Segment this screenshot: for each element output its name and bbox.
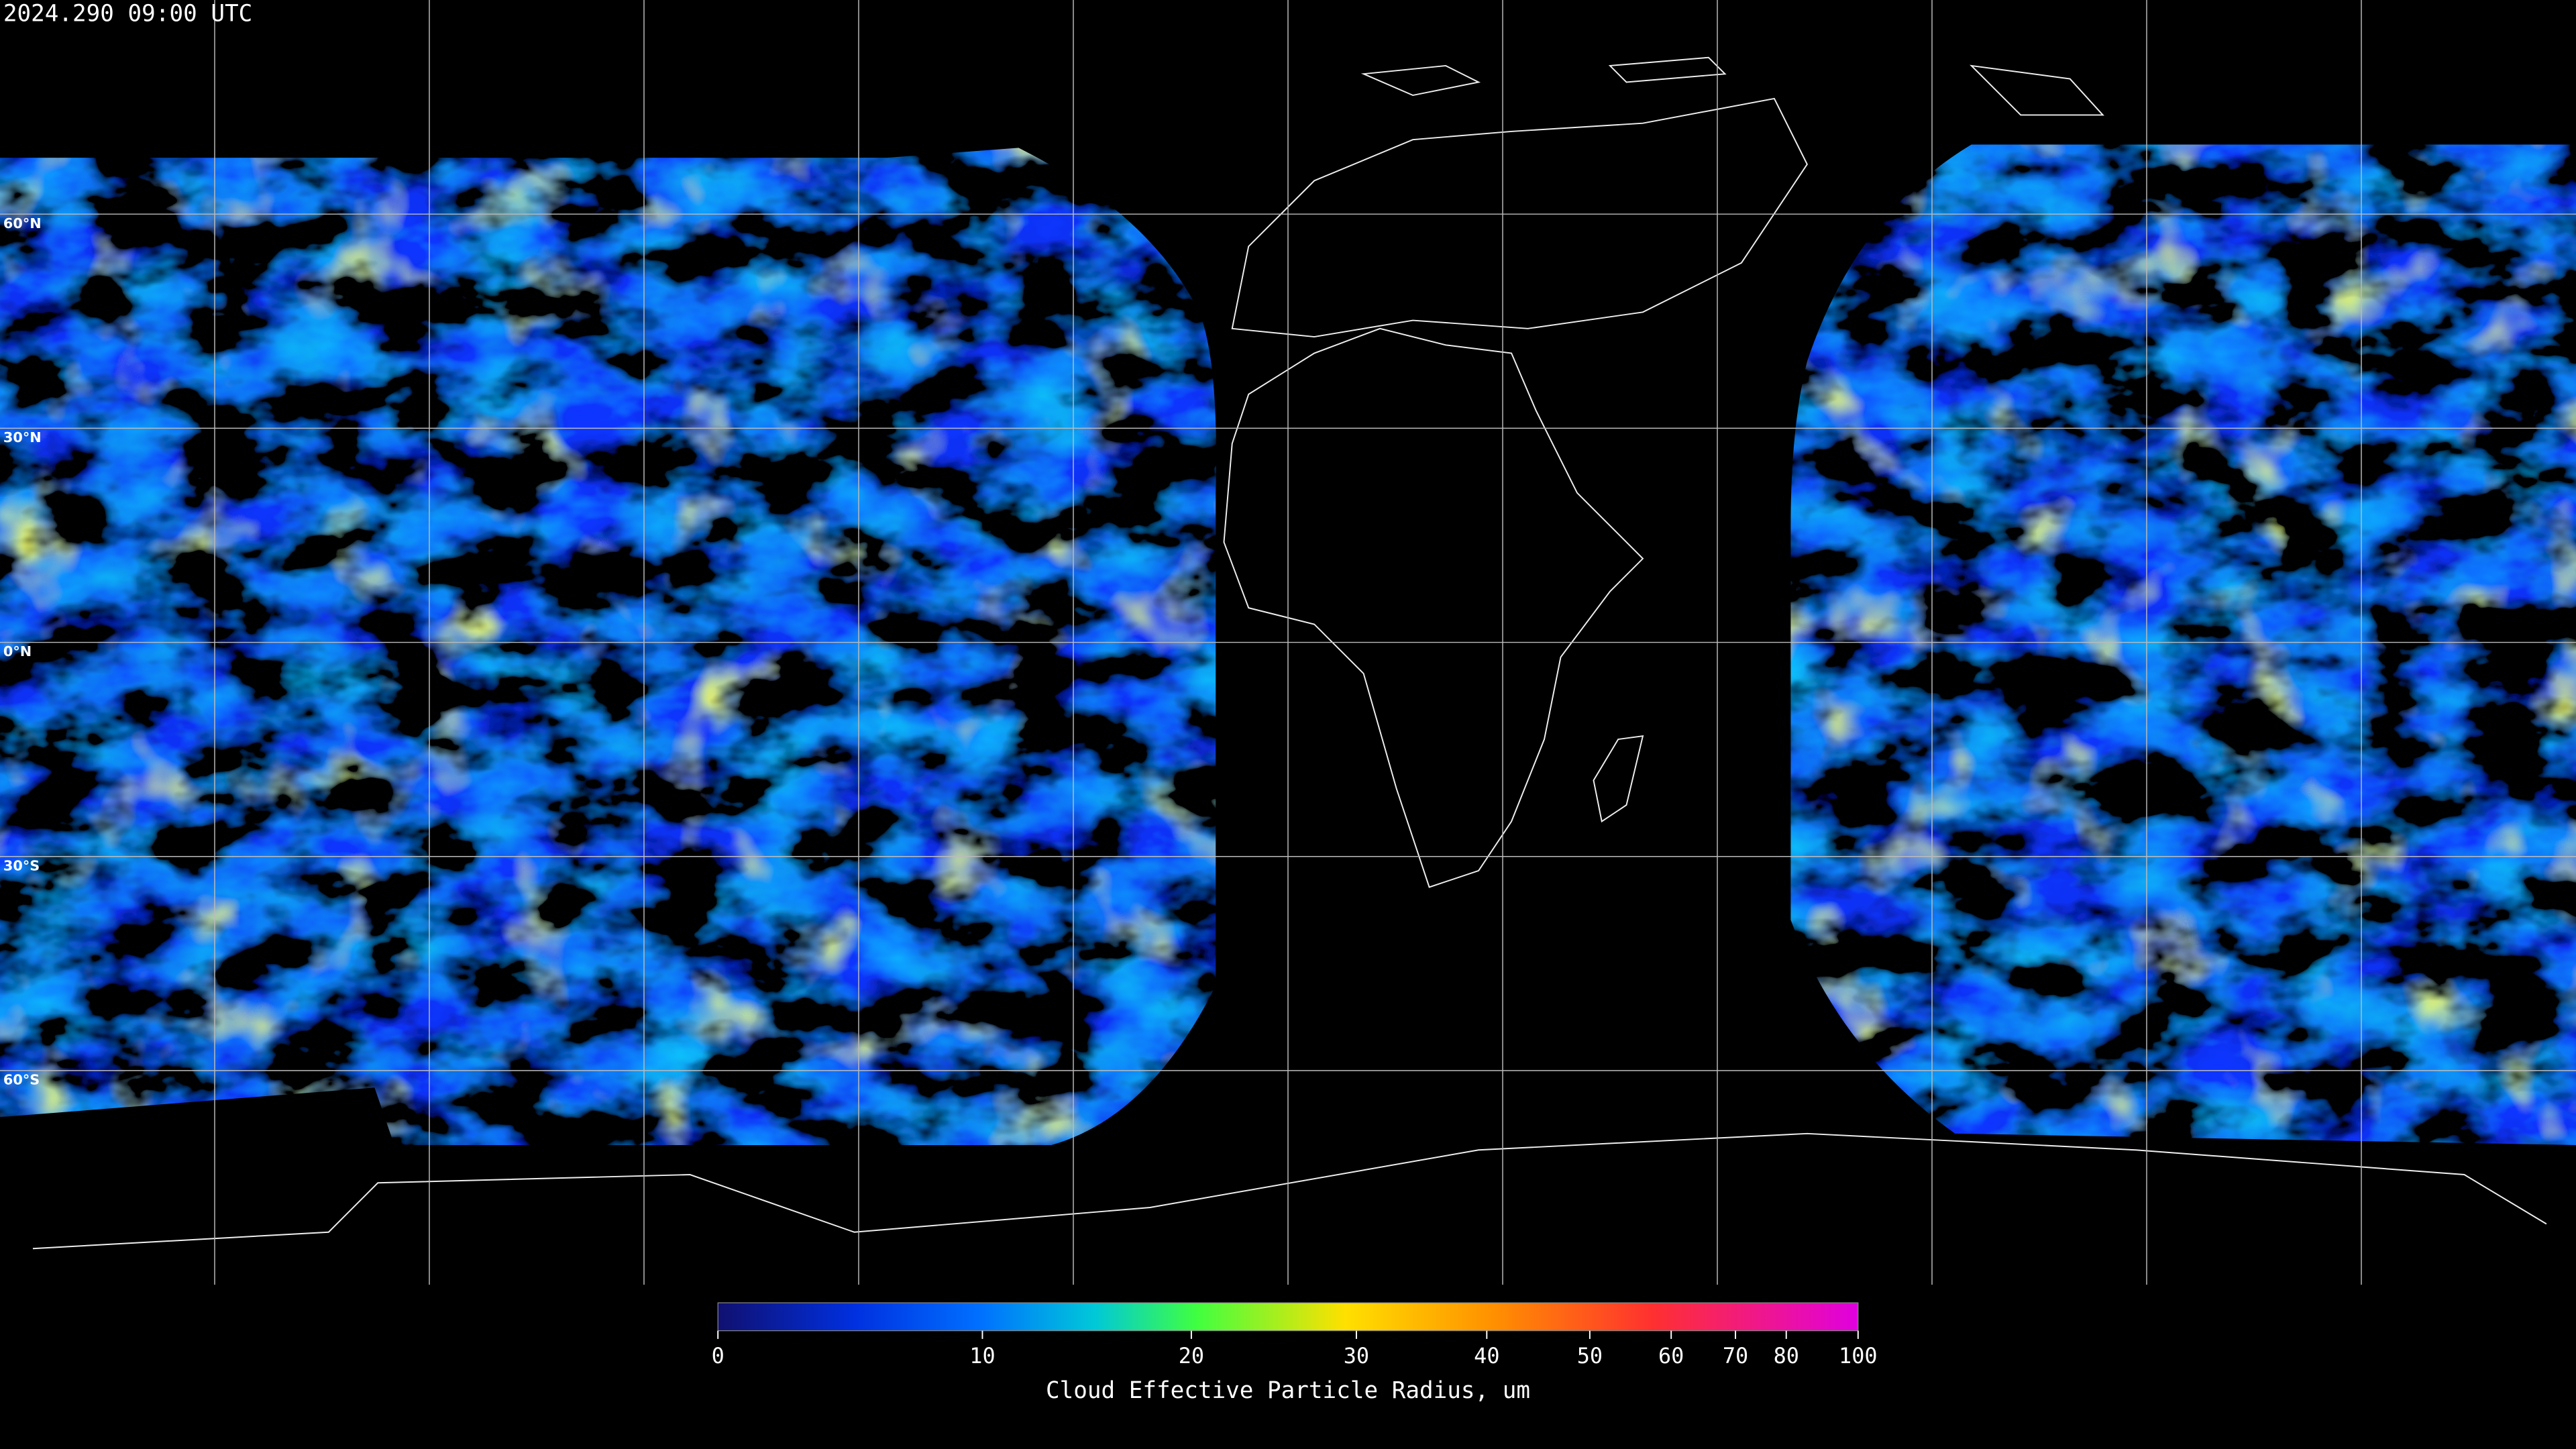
colorbar-tick-label: 70 xyxy=(1723,1343,1748,1368)
latitude-label: 30°N xyxy=(3,429,42,445)
latitude-label: 60°S xyxy=(3,1072,40,1088)
colorbar-tick-label: 0 xyxy=(712,1343,724,1368)
colorbar-tick-label: 10 xyxy=(969,1343,995,1368)
colorbar-tick-label: 50 xyxy=(1577,1343,1603,1368)
graticule xyxy=(0,0,2576,1285)
cloud-swath-east xyxy=(1790,144,2576,1145)
coastlines xyxy=(32,56,2547,1250)
colorbar-title: Cloud Effective Particle Radius, um xyxy=(1046,1377,1530,1404)
colorbar-tick-label: 60 xyxy=(1658,1343,1684,1368)
eurasia-outline xyxy=(1231,97,1809,338)
colorbar-tick-label: 30 xyxy=(1344,1343,1369,1368)
latitude-label: 30°S xyxy=(3,857,40,873)
antarctica-outline xyxy=(32,1132,2547,1250)
colorbar-tick-label: 20 xyxy=(1179,1343,1204,1368)
cloud-swath-west xyxy=(0,148,1216,1145)
latitude-label: 0°N xyxy=(3,643,32,659)
colorbar-tick-label: 40 xyxy=(1474,1343,1499,1368)
africa-outline xyxy=(1223,327,1644,888)
madagascar-outline xyxy=(1593,735,1644,823)
colorbar xyxy=(717,1302,1859,1332)
colorbar-tick-label: 100 xyxy=(1839,1343,1877,1368)
latitude-label: 60°N xyxy=(3,215,42,231)
arctic-islands-outline xyxy=(1360,56,2104,116)
colorbar-tick-label: 80 xyxy=(1774,1343,1799,1368)
timestamp: 2024.290 09:00 UTC xyxy=(3,1,252,28)
